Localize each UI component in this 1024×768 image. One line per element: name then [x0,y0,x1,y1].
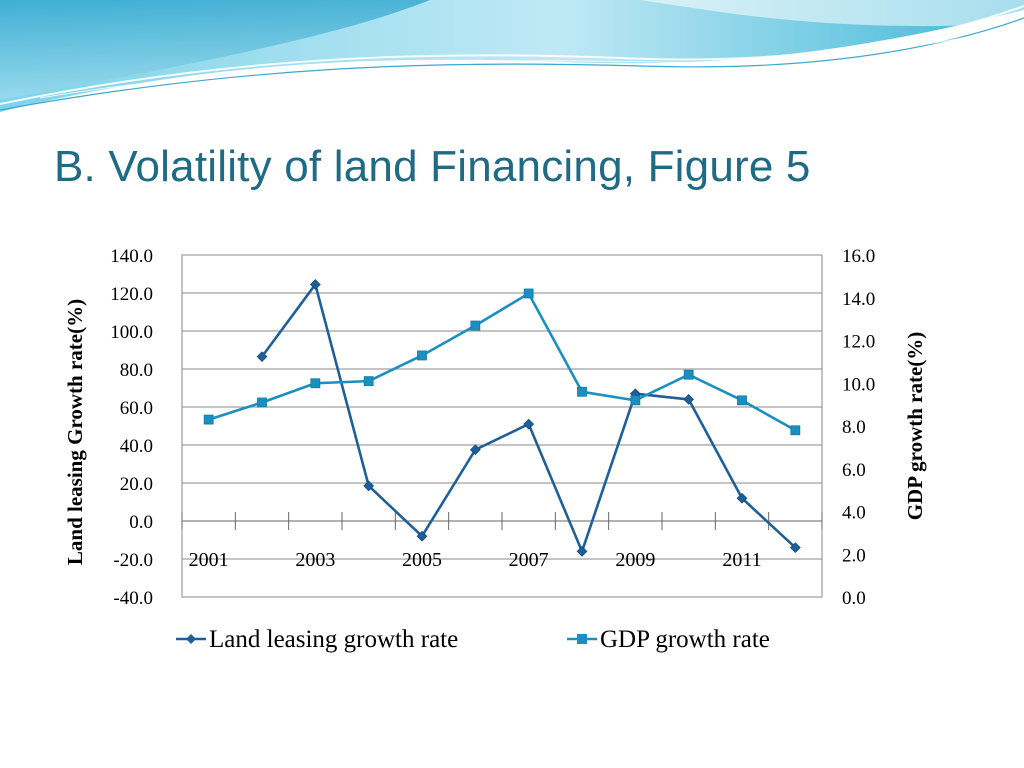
right-y-tick-label: 10.0 [842,374,875,395]
right-y-tick-label: 4.0 [842,503,866,524]
x-tick-label: 2009 [615,549,655,571]
data-point-gdp [523,288,534,299]
left-y-tick-label: 40.0 [120,436,153,457]
left-y-tick-label: 80.0 [120,360,153,381]
x-tick-label: 2007 [509,549,549,571]
left-y-tick-label: 60.0 [120,398,153,419]
right-y-axis-title: GDP growth rate(%) [903,332,927,521]
data-point-land-leasing [576,546,588,557]
left-y-tick-label: -20.0 [113,550,153,571]
gridlines [182,254,822,598]
data-point-gdp [790,425,801,436]
data-point-land-leasing [416,530,428,542]
x-tick-label: 2003 [295,549,335,571]
left-y-tick-label: 140.0 [110,246,153,267]
data-point-land-leasing [469,444,481,456]
left-y-tick-label: 0.0 [129,512,153,533]
legend-label-gdp: GDP growth rate [600,626,770,653]
data-point-land-leasing [789,542,801,553]
right-y-tick-label: 2.0 [842,545,866,566]
data-point-gdp [363,376,374,387]
legend: Land leasing growth rate GDP growth rate [176,626,770,653]
data-point-gdp [470,320,481,331]
series-line-land-leasing [260,283,797,553]
series-line-gdp [208,292,796,432]
left-y-tick-label: 20.0 [120,474,153,495]
data-point-gdp [683,369,694,380]
left-y-tick-label: 120.0 [110,284,153,305]
right-y-tick-label: 16.0 [842,246,875,267]
data-point-land-leasing [523,418,535,430]
data-point-land-leasing [736,492,748,504]
header-wave-decoration [0,0,1024,112]
series-layer [203,279,801,557]
left-y-axis-title: Land leasing Growth rate(%) [63,299,87,565]
data-point-gdp [577,386,587,397]
right-y-tick-label: 6.0 [842,460,866,481]
data-point-land-leasing [683,394,695,405]
data-point-gdp [257,397,267,408]
legend-label-land: Land leasing growth rate [209,626,458,653]
data-point-gdp [630,395,641,406]
right-y-tick-label: 14.0 [842,289,875,310]
right-y-tick-label: 8.0 [842,417,866,438]
plot-area-frame [181,254,823,598]
data-point-gdp [417,350,427,361]
right-y-tick-labels: 0.0 2.0 4.0 6.0 8.0 10.0 12.0 14.0 16.0 [842,246,875,609]
x-tick-label: 2011 [722,549,761,571]
data-point-gdp [737,395,747,406]
x-tick-marks [181,512,823,530]
data-point-land-leasing [363,480,375,492]
legend-item-gdp: GDP growth rate [567,626,770,653]
data-point-land-leasing [309,279,321,290]
right-y-tick-label: 12.0 [842,332,875,353]
slide-title: B. Volatility of land Financing, Figure … [54,142,811,191]
left-y-tick-label: -40.0 [113,588,153,609]
left-y-tick-label: 100.0 [110,322,153,343]
x-tick-label: 2001 [189,549,229,571]
data-point-land-leasing [256,351,268,363]
left-y-tick-labels: -40.0 -20.0 0.0 20.0 40.0 60.0 80.0 100.0 120.0 1… [110,246,153,609]
data-point-gdp [310,378,321,389]
data-point-gdp [203,414,214,425]
legend-item-land: Land leasing growth rate [176,626,458,653]
x-tick-label: 2005 [402,549,442,571]
right-y-tick-label: 0.0 [842,588,866,609]
x-tick-labels: 2001 2003 2005 2007 2009 2011 [189,549,762,571]
